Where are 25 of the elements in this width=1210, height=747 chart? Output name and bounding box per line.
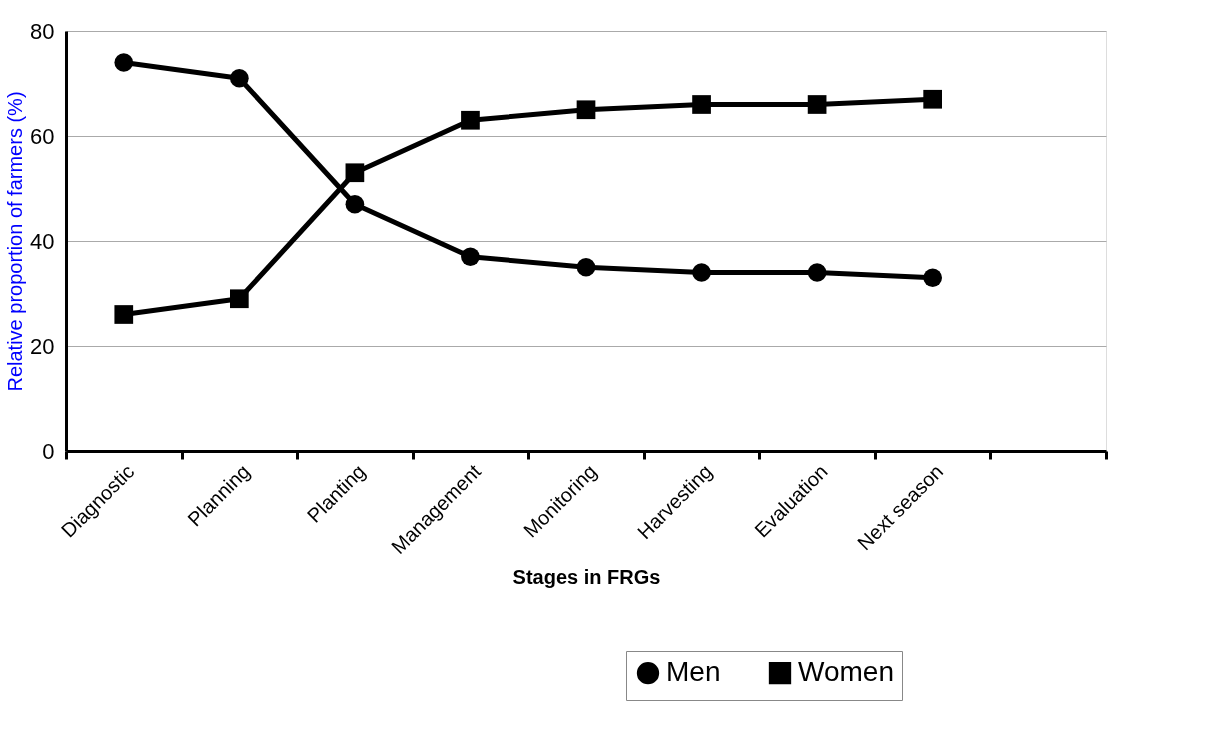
- point: [114, 53, 134, 72]
- y-tick-label: 80: [30, 18, 55, 44]
- point: [576, 100, 596, 120]
- point: [461, 110, 480, 130]
- point: [229, 289, 249, 309]
- point: [807, 95, 827, 114]
- legend-label: Men: [666, 656, 721, 688]
- point: [692, 95, 711, 114]
- point: [345, 163, 365, 183]
- point: [923, 268, 943, 288]
- y-tick-label: 20: [30, 333, 55, 359]
- legend-label: Women: [798, 656, 894, 688]
- y-tick-label: 60: [30, 123, 55, 149]
- point: [923, 89, 943, 109]
- point: [229, 68, 249, 88]
- y-tick-label: 40: [30, 228, 55, 254]
- point: [807, 263, 827, 282]
- x-axis-title: Stages in FRGs: [512, 566, 661, 589]
- y-tick-label: 0: [42, 438, 55, 464]
- point: [576, 257, 596, 277]
- point: [692, 263, 711, 282]
- y-axis-title: Relative proportion of farmers (%): [4, 91, 27, 392]
- point: [461, 247, 480, 267]
- point: [114, 305, 134, 324]
- point: [345, 194, 365, 214]
